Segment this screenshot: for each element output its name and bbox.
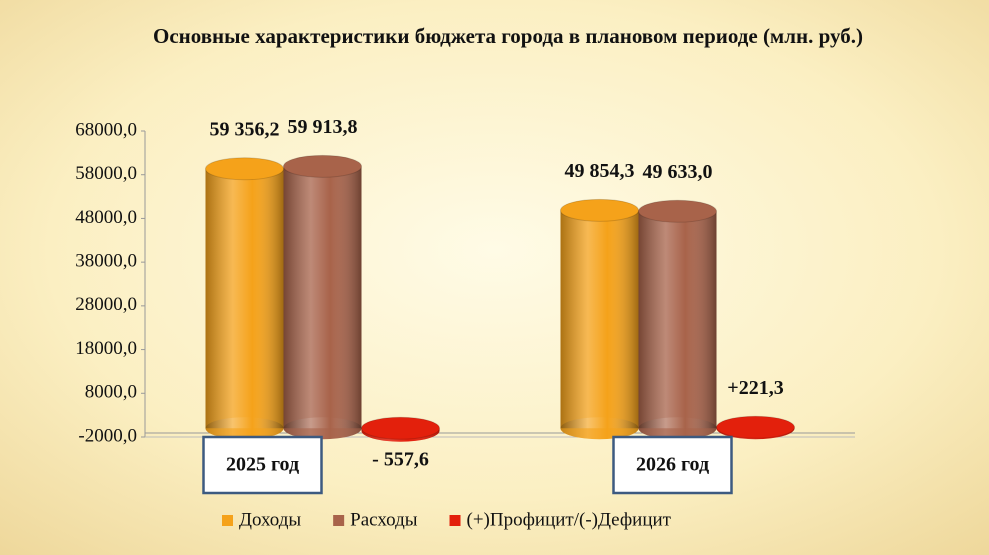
value-label: 59 356,2 xyxy=(210,118,280,140)
bar-shade xyxy=(560,210,639,429)
bar-top xyxy=(560,198,639,222)
bar-bottom-shade xyxy=(205,417,284,440)
chart-title: Основные характеристики бюджета города в… xyxy=(153,24,863,48)
bar-shade xyxy=(205,168,284,429)
legend-label: Доходы xyxy=(239,509,301,530)
category-box xyxy=(612,435,733,495)
legend-swatch xyxy=(449,515,461,526)
y-tick-label: -2000,0 xyxy=(78,425,137,446)
bar-shade xyxy=(638,211,717,429)
value-label: 59 913,8 xyxy=(288,116,358,138)
y-tick-label: 8000,0 xyxy=(85,382,137,403)
y-tick-label: 38000,0 xyxy=(75,251,137,272)
legend-swatch xyxy=(333,515,345,526)
category-box xyxy=(202,435,323,495)
y-tick-label: 58000,0 xyxy=(75,163,137,184)
x-tick-label: 2025 год xyxy=(226,454,299,476)
bar-top xyxy=(716,415,795,439)
bar-bottom-shade xyxy=(283,417,362,440)
y-tick-label: 68000,0 xyxy=(75,119,137,140)
legend-label: Расходы xyxy=(350,509,418,530)
value-label: - 557,6 xyxy=(372,448,429,470)
value-label: +221,3 xyxy=(727,377,783,399)
bar-bottom-shade xyxy=(560,417,639,440)
bar-top xyxy=(283,154,362,178)
bar-top xyxy=(638,199,717,223)
value-label: 49 854,3 xyxy=(565,160,635,182)
legend-swatch xyxy=(222,515,233,526)
bar-top xyxy=(361,416,440,440)
value-label: 49 633,0 xyxy=(643,161,713,183)
bar-top xyxy=(205,157,284,181)
y-tick-label: 28000,0 xyxy=(75,294,137,315)
y-tick-label: 48000,0 xyxy=(75,207,137,228)
x-tick-label: 2026 год xyxy=(636,454,709,476)
y-tick-label: 18000,0 xyxy=(75,338,137,359)
bar-shade xyxy=(283,166,362,429)
bar-bottom-shade xyxy=(638,417,717,440)
legend-label: (+)Профицит/(-)Дефицит xyxy=(467,509,672,530)
